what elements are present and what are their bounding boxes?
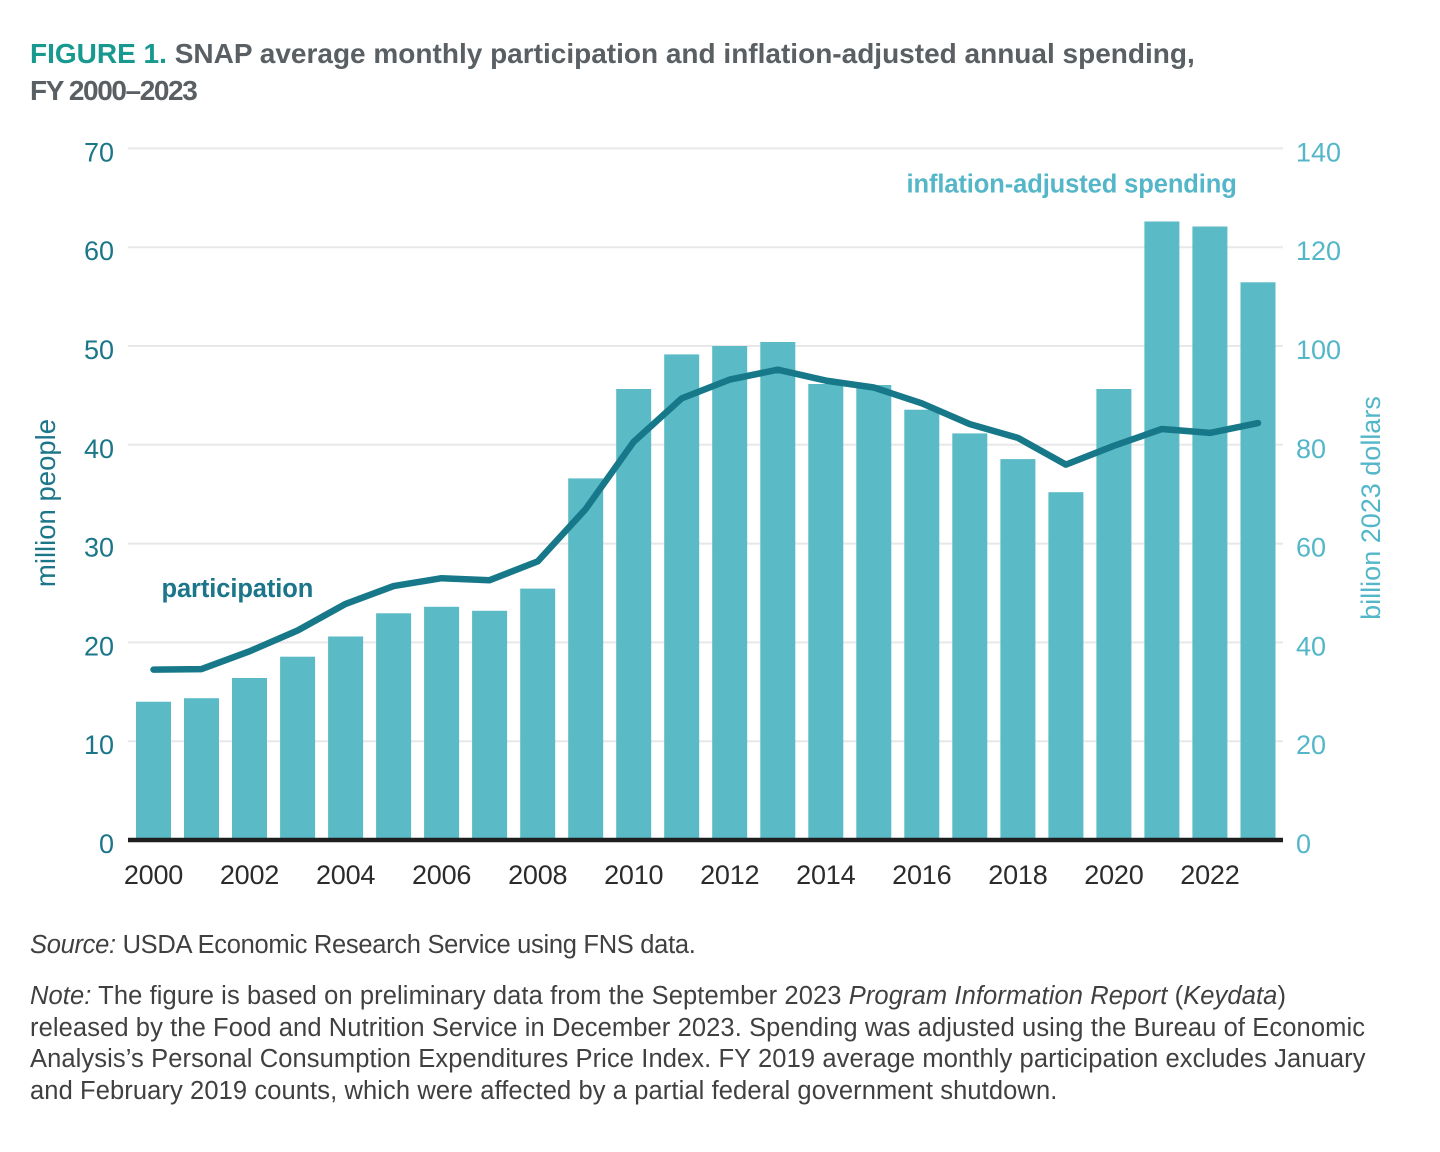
svg-text:2002: 2002 <box>220 860 279 890</box>
svg-text:60: 60 <box>1296 533 1326 563</box>
svg-text:million people: million people <box>30 419 61 587</box>
svg-text:2022: 2022 <box>1180 860 1239 890</box>
svg-text:20: 20 <box>1296 730 1326 760</box>
svg-text:2012: 2012 <box>700 860 759 890</box>
svg-text:2020: 2020 <box>1084 860 1143 890</box>
svg-text:30: 30 <box>84 533 114 563</box>
svg-text:2006: 2006 <box>412 860 471 890</box>
svg-text:2016: 2016 <box>892 860 951 890</box>
svg-text:60: 60 <box>84 236 114 266</box>
svg-text:100: 100 <box>1296 335 1341 365</box>
svg-text:40: 40 <box>1296 631 1326 661</box>
svg-text:2004: 2004 <box>316 860 375 890</box>
svg-text:2008: 2008 <box>508 860 567 890</box>
svg-text:2014: 2014 <box>796 860 855 890</box>
svg-text:40: 40 <box>84 434 114 464</box>
svg-text:50: 50 <box>84 335 114 365</box>
svg-text:120: 120 <box>1296 236 1341 266</box>
svg-text:participation: participation <box>162 575 314 603</box>
svg-text:2018: 2018 <box>988 860 1047 890</box>
svg-text:140: 140 <box>1296 137 1341 167</box>
svg-text:2000: 2000 <box>124 860 183 890</box>
svg-text:billion 2023 dollars: billion 2023 dollars <box>1356 396 1386 620</box>
svg-text:20: 20 <box>84 631 114 661</box>
svg-text:2010: 2010 <box>604 860 663 890</box>
svg-text:inflation-adjusted spending: inflation-adjusted spending <box>907 171 1237 199</box>
svg-text:0: 0 <box>99 829 114 859</box>
svg-text:80: 80 <box>1296 434 1326 464</box>
svg-text:0: 0 <box>1296 829 1311 859</box>
svg-text:10: 10 <box>84 730 114 760</box>
svg-text:70: 70 <box>84 137 114 167</box>
